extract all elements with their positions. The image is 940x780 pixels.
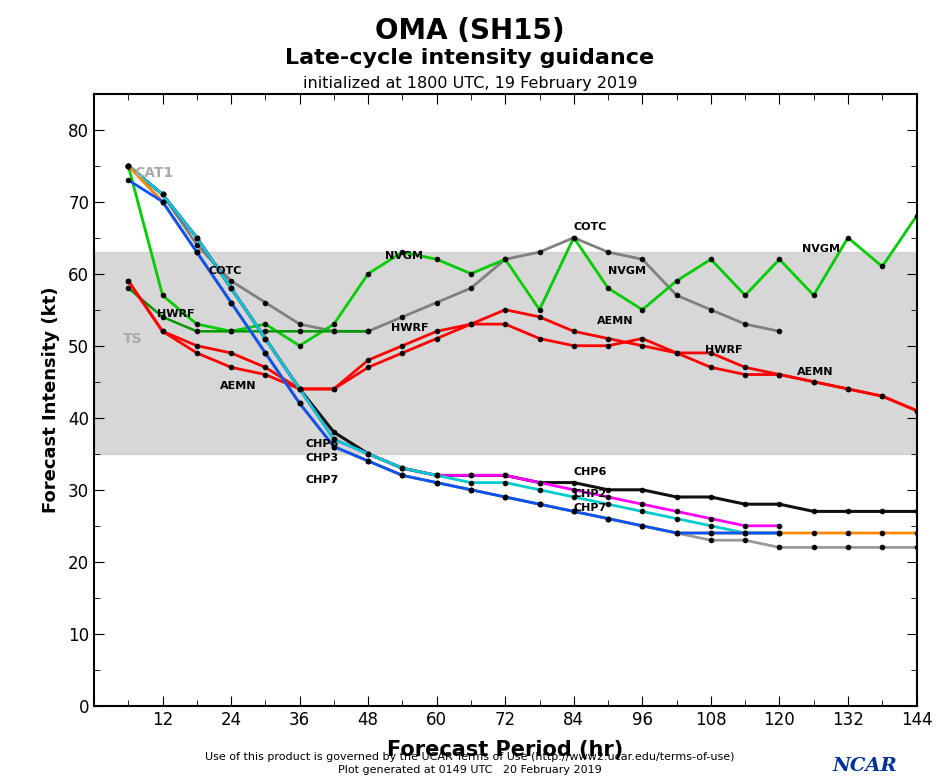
Text: NVGM: NVGM bbox=[802, 244, 840, 254]
Text: CHP7: CHP7 bbox=[573, 503, 607, 513]
Text: CHP6: CHP6 bbox=[306, 438, 338, 448]
Text: COTC: COTC bbox=[573, 222, 607, 232]
Bar bbox=[94, 252, 916, 454]
Text: Plot generated at 0149 UTC   20 February 2019: Plot generated at 0149 UTC 20 February 2… bbox=[338, 765, 602, 775]
Text: TS: TS bbox=[122, 332, 142, 346]
Text: CAT1: CAT1 bbox=[134, 166, 173, 180]
Text: NVGM: NVGM bbox=[385, 251, 423, 261]
Text: CHP7: CHP7 bbox=[306, 474, 338, 484]
Text: NVGM: NVGM bbox=[608, 266, 646, 275]
X-axis label: Forecast Period (hr): Forecast Period (hr) bbox=[387, 740, 623, 760]
Text: CHP3: CHP3 bbox=[306, 453, 338, 463]
Text: HWRF: HWRF bbox=[705, 345, 743, 355]
Text: AEMN: AEMN bbox=[220, 381, 257, 391]
Y-axis label: Forecast Intensity (kt): Forecast Intensity (kt) bbox=[41, 286, 59, 513]
Text: Use of this product is governed by the UCAR Terms of Use (http://www2.ucar.edu/t: Use of this product is governed by the U… bbox=[205, 752, 735, 761]
Text: NCAR: NCAR bbox=[833, 757, 898, 775]
Text: AEMN: AEMN bbox=[796, 367, 833, 377]
Text: COTC: COTC bbox=[209, 266, 242, 275]
Text: OMA (SH15): OMA (SH15) bbox=[375, 17, 565, 45]
Text: Late-cycle intensity guidance: Late-cycle intensity guidance bbox=[286, 48, 654, 69]
Text: CHP6: CHP6 bbox=[573, 467, 607, 477]
Text: HWRF: HWRF bbox=[157, 309, 195, 319]
Text: CHP2: CHP2 bbox=[573, 489, 607, 499]
Text: AEMN: AEMN bbox=[597, 316, 634, 326]
Text: initialized at 1800 UTC, 19 February 2019: initialized at 1800 UTC, 19 February 201… bbox=[303, 76, 637, 91]
Text: HWRF: HWRF bbox=[391, 324, 429, 333]
